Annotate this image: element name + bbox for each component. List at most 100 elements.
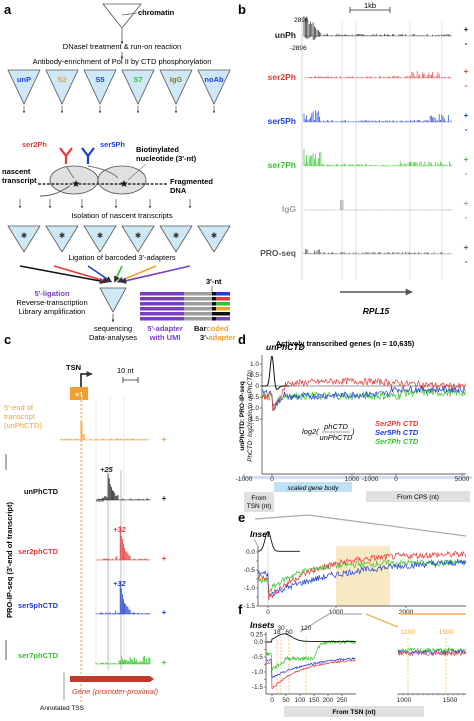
chromatin-tube-icon [102,3,142,29]
panel-b: b 1kb 2896 -2896 unPh + - ser2Ph + - ser5Ph + - s… [238,1,469,316]
antibody-tube-icon [121,69,155,105]
ylabel-1: unPhCTD: PRO-IP-seq [239,381,246,450]
umi-adapter-bar [140,312,184,316]
x-tick-label: 0 [270,697,274,704]
strand-plus: + [464,198,469,208]
panel-d: d Actively transcribed genes (n = 10,635… [236,332,472,512]
y-tick-label: -1.5 [248,416,260,423]
umi-adapter-bar [140,302,184,306]
y-tick-label: -1.0 [248,405,260,412]
peak-label: 120 [301,625,312,632]
panel-c-letter: c [4,332,11,347]
barcode-arrow [19,265,107,285]
panel-f: f Insets 0.250.0-0.5-1.0-1.50 50 100 150 200… [238,602,467,717]
scaled-band [242,476,472,479]
ymin-label: -2896 [290,45,307,52]
y-tick-label: -1.0 [244,585,256,592]
series-ser2 [261,377,466,412]
isolated-tube-icon [197,225,231,253]
strand-plus: + [464,66,469,76]
orange-5prime-signal [59,422,150,440]
biotin-mark-icon: ✱ [97,231,104,240]
strand-plus: + [162,553,167,563]
barcode-bar [216,312,230,316]
peak-position-label: +32 [113,579,127,588]
strand-plus: + [464,154,469,164]
insert-bar [184,312,212,316]
nt3-bar [212,317,216,321]
isolated-tube-icon [121,225,155,253]
tsn-arrow-icon [80,371,93,390]
track-signal [303,71,452,78]
panel-c: c TSN +1 10 nt 5'-end of transcript (unP… [4,332,167,712]
isolated-tubes-row: ✱ ✱ ✱ ✱ ✱ ✱ [7,225,231,253]
insert-bar [184,317,212,321]
x-tick-label: 100 [295,697,306,704]
track-label-ser2ph: ser2Ph [268,72,296,82]
y-tick-label: 0.5 [250,372,259,379]
step-antibody-label: Antibody-enrichment of Pol II by CTD pho… [33,57,212,66]
inset-f-unphctd [266,633,356,643]
tube-label-unp: unP [17,75,31,84]
ymax-label: 2896 [294,17,309,24]
svg-text:): ) [351,427,355,436]
peak-label: 30 [277,625,285,632]
right-peak-label: 1100 [401,629,415,636]
insert-bar [184,292,212,296]
isolated-tube-icon [159,225,193,253]
svg-text:log2(: log2( [302,427,320,436]
insert-bar [184,307,212,311]
strand-plus: + [464,24,469,34]
x-tick-label: 1500 [443,697,458,704]
right-inset-series [397,648,467,656]
highlight-region [336,546,390,606]
umi-adapter-bar [140,297,184,301]
base-signal [95,656,151,664]
track-signal [303,110,452,122]
tsn-label: TSN [66,363,81,372]
fragmented-label-2: DNA [170,186,187,195]
y-tick-label: 0.0 [246,549,255,556]
umi-label-2: with UMI [149,333,181,342]
legend-ser5: Ser5Ph CTD [375,428,419,437]
nt3-bar [212,307,216,311]
base-resolution-tracks: + unPhCTD + +25 ser2phCTD + +32 ser5phCTD + +32 se… [18,396,167,670]
umi-adapter-bar [140,317,184,321]
right-peak-label: 1500 [439,629,454,636]
track-label-unphctd: unPhCTD [24,487,59,496]
gene-model-bar [70,676,154,682]
biotin-mark-icon: ✱ [135,231,142,240]
x-tick-label: 0 [270,476,274,483]
transcript-label: transcript [2,176,37,185]
biotin-star-icon: ★ [72,179,81,190]
insert-bar [184,302,212,306]
scaled-gene-body-label: scaled gene body [288,485,340,492]
x-tick-label: -1000 [236,476,253,483]
y-tick-label: -1.5 [244,603,256,610]
genome-browser-tracks: unPh + - ser2Ph + - ser5Ph + - ser7Ph + - IgG + - PRO-s… [260,16,469,280]
track-signal [303,249,452,254]
tube-label-s7: S7 [133,75,142,84]
strand-minus: - [465,168,468,178]
umi-adapter-bar [140,292,184,296]
from-tsn-box-f [284,706,424,717]
chromatin-pointer [121,12,138,16]
track-label-igg: IgG [282,204,297,214]
x-tick-label: 150 [309,697,320,704]
fragmented-label-1: Fragmented [170,177,213,186]
legend-ser7: Ser7Ph CTD [375,437,419,446]
inset-label: Inset [250,529,271,539]
scale-1kb-label: 1kb [364,1,376,10]
x-tick-label: 1000 [329,609,344,616]
antibody-tube-icon [83,69,117,105]
x-tick-label: 50 [282,697,290,704]
track-signal [303,200,452,210]
nt3-label: 3'-nt [206,277,222,286]
inset-f-ser5 [265,656,356,678]
barcode-arrow [119,265,191,284]
svg-text:phCTD: phCTD [323,422,348,431]
biotin-mark-icon: ✱ [173,231,180,240]
strand-minus: - [465,80,468,90]
inset-plot: 0.0 -0.5 -1.0 -1.5 0 1000 2000 [244,530,467,616]
plus1-label: +1 [75,390,84,399]
